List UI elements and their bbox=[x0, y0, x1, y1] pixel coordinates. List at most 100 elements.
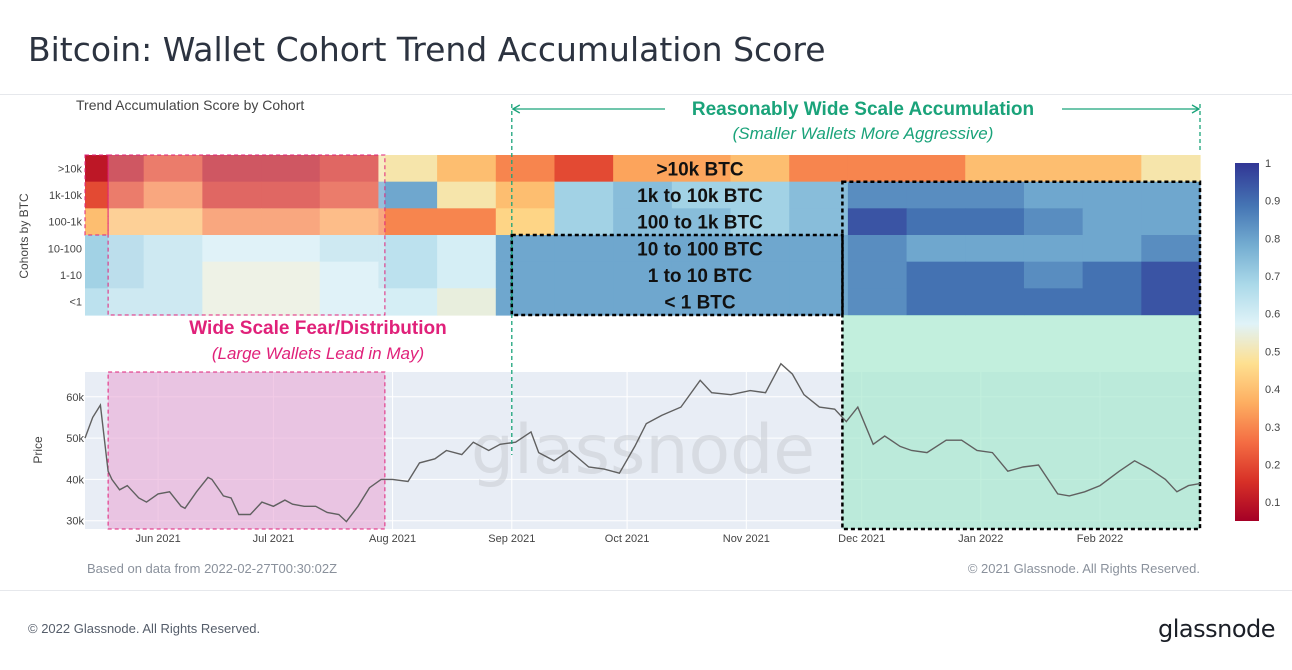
heatmap-cell bbox=[554, 155, 614, 183]
heatmap-cell bbox=[378, 155, 438, 183]
price-watermark: glassnode bbox=[471, 411, 815, 490]
accumulation-subtitle: (Smaller Wallets More Aggressive) bbox=[733, 124, 994, 143]
price-x-ticks: Jun 2021 Jul 2021 Aug 2021 Sep 2021 Oct 2021… bbox=[135, 533, 1123, 545]
footer-divider bbox=[0, 590, 1292, 591]
heatmap-cell bbox=[1082, 261, 1142, 289]
glassnode-logo: glassnode bbox=[1158, 615, 1276, 643]
colorbar-tick: 1 bbox=[1265, 158, 1271, 170]
accumulation-box bbox=[841, 180, 1202, 531]
heatmap-cell bbox=[554, 235, 614, 263]
heatmap-cell bbox=[437, 288, 497, 316]
header-divider bbox=[0, 94, 1292, 95]
heatmap-cell bbox=[730, 235, 790, 263]
heatmap-cell bbox=[495, 261, 556, 289]
heatmap-cell bbox=[789, 155, 849, 183]
price-y-tick: 50k bbox=[66, 433, 84, 445]
heatmap-cell bbox=[495, 288, 556, 316]
accumulation-arrow-right-head bbox=[1191, 104, 1201, 114]
heatmap-cell bbox=[437, 235, 497, 263]
heatmap-cell bbox=[730, 261, 790, 289]
heatmap-cell bbox=[906, 208, 966, 236]
colorbar-tick: 0.2 bbox=[1265, 460, 1280, 472]
heatmap-cell bbox=[319, 235, 380, 263]
price-x-tick: Oct 2021 bbox=[605, 533, 650, 545]
heatmap-cell bbox=[906, 235, 966, 263]
heatmap-cell bbox=[378, 235, 438, 263]
heatmap-cell bbox=[789, 181, 849, 209]
price-x-tick: Feb 2022 bbox=[1077, 533, 1123, 545]
heatmap-cell bbox=[143, 261, 203, 289]
heatmap-cell bbox=[319, 261, 380, 289]
heatmap-cell bbox=[261, 181, 321, 209]
heatmap-title: Trend Accumulation Score by Cohort bbox=[76, 97, 304, 113]
heatmap-row-tick: >10k bbox=[58, 163, 83, 175]
heatmap-cell bbox=[85, 208, 145, 236]
heatmap-cell bbox=[85, 155, 145, 183]
heatmap-row-tick: <1 bbox=[69, 297, 82, 309]
heatmap-cell bbox=[143, 288, 203, 316]
small-wallet-box bbox=[510, 233, 844, 317]
heatmap-cell bbox=[671, 235, 732, 263]
heatmap-cell bbox=[1082, 155, 1142, 183]
heatmap-cell bbox=[1141, 208, 1201, 236]
distribution-heatmap-box bbox=[107, 154, 386, 316]
heatmap-cell bbox=[437, 155, 497, 183]
heatmap-cell bbox=[261, 155, 321, 183]
price-x-tick: Dec 2021 bbox=[838, 533, 885, 545]
heatmap-cell bbox=[671, 155, 732, 183]
heatmap-cell bbox=[378, 208, 438, 236]
colorbar-ticks: 0.1 0.2 0.3 0.4 0.5 0.6 0.7 0.8 0.9 1 bbox=[1265, 158, 1280, 509]
heatmap-cell bbox=[378, 261, 438, 289]
heatmap-cell bbox=[730, 288, 790, 316]
heatmap-cell bbox=[437, 261, 497, 289]
heatmap-cell bbox=[965, 235, 1025, 263]
heatmap-cell bbox=[202, 261, 262, 289]
heatmap-cell bbox=[143, 181, 203, 209]
distribution-title: Wide Scale Fear/Distribution bbox=[189, 318, 446, 339]
heatmap-cell bbox=[202, 208, 262, 236]
colorbar bbox=[1235, 163, 1259, 521]
heatmap-cell bbox=[1023, 261, 1084, 289]
heatmap-cell bbox=[789, 288, 849, 316]
shaded-regions bbox=[84, 154, 1202, 531]
page-title: Bitcoin: Wallet Cohort Trend Accumulatio… bbox=[28, 30, 826, 69]
heatmap-cell bbox=[906, 155, 966, 183]
heatmap-cell bbox=[1023, 208, 1084, 236]
heatmap-cell bbox=[965, 155, 1025, 183]
heatmap-cell bbox=[319, 181, 380, 209]
heatmap-cell bbox=[495, 235, 556, 263]
colorbar-tick: 0.1 bbox=[1265, 497, 1280, 509]
heatmap-cell bbox=[730, 208, 790, 236]
heatmap-cell bbox=[1023, 235, 1084, 263]
heatmap-cell bbox=[261, 288, 321, 316]
heatmap-cell bbox=[202, 155, 262, 183]
heatmap-cell bbox=[319, 288, 380, 316]
heatmap-row-ticks: >10k 1k-10k 100-1k 10-100 1-10 <1 bbox=[48, 163, 83, 308]
heatmap-cell bbox=[789, 261, 849, 289]
price-ylabel: Price bbox=[31, 436, 45, 464]
heatmap-ylabel: Cohorts by BTC bbox=[17, 193, 31, 279]
heatmap-cell bbox=[261, 261, 321, 289]
heatmap-cell bbox=[671, 181, 732, 209]
heatmap-cell bbox=[85, 181, 145, 209]
heatmap-cell bbox=[202, 181, 262, 209]
heatmap-cell bbox=[437, 208, 497, 236]
colorbar-tick: 0.6 bbox=[1265, 309, 1280, 321]
heatmap-cell bbox=[1082, 235, 1142, 263]
heatmap-cell bbox=[847, 288, 908, 316]
heatmap-cell bbox=[85, 288, 145, 316]
heatmap-cell bbox=[613, 261, 673, 289]
heatmap-cell bbox=[613, 208, 673, 236]
heatmap-cell bbox=[554, 261, 614, 289]
heatmap-cell bbox=[906, 181, 966, 209]
heatmap-cell bbox=[1141, 288, 1201, 316]
source-note: Based on data from 2022-02-27T00:30:02Z bbox=[87, 561, 337, 576]
price-x-tick: Sep 2021 bbox=[488, 533, 535, 545]
heatmap-cell bbox=[319, 208, 380, 236]
distribution-region bbox=[107, 371, 386, 530]
footer-copyright: © 2022 Glassnode. All Rights Reserved. bbox=[28, 621, 261, 636]
heatmap-row-tick: 1-10 bbox=[60, 270, 82, 282]
accumulation-arrow-left-head bbox=[511, 104, 521, 114]
heatmap-cohort-label: 1k to 10k BTC bbox=[637, 186, 763, 207]
heatmap-cell bbox=[1141, 261, 1201, 289]
